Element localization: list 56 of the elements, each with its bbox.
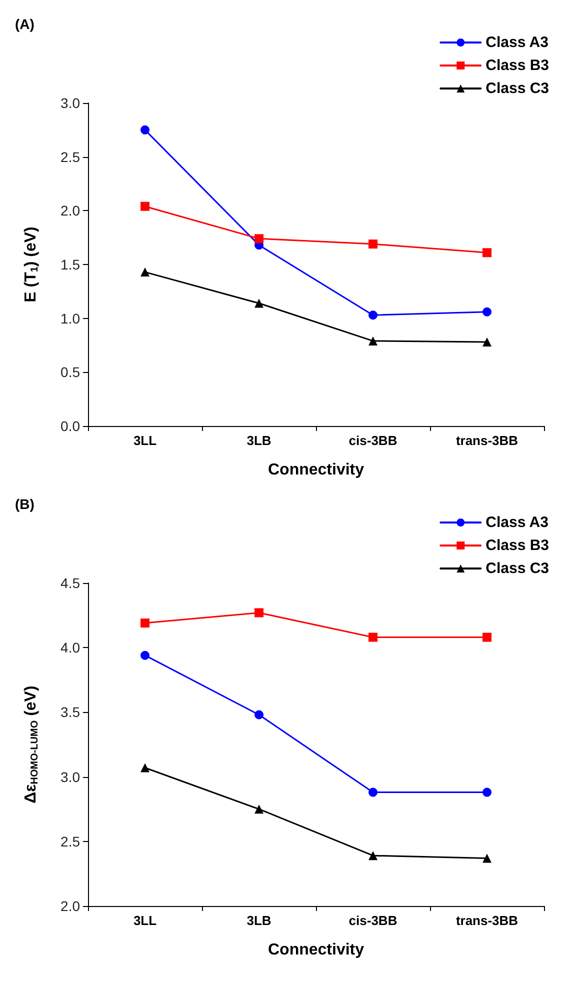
- chart-title: (A): [15, 16, 34, 32]
- x-tick-label: 3LB: [246, 913, 272, 928]
- point: [140, 125, 150, 134]
- x-tick-label: 3LL: [133, 913, 157, 928]
- y-tick-label: 1.5: [60, 256, 80, 272]
- legend-label: Class B3: [486, 57, 550, 74]
- legend-label: Class C3: [486, 80, 550, 97]
- point: [254, 804, 264, 814]
- y-tick-label: 4.5: [60, 575, 80, 591]
- point: [254, 608, 264, 618]
- point: [140, 763, 150, 772]
- y-tick-label: 1.0: [60, 310, 80, 326]
- point: [254, 234, 264, 244]
- legend-label: Class A3: [486, 514, 548, 531]
- point: [368, 336, 378, 346]
- point: [368, 632, 378, 642]
- y-tick-label: 2.0: [60, 898, 80, 914]
- point: [482, 788, 492, 797]
- y-axis-title: ΔεHOMO-LUMO (eV): [22, 686, 40, 804]
- point: [254, 298, 264, 308]
- legend-label: Class A3: [486, 34, 548, 51]
- y-axis-title: E (T1) (eV): [22, 226, 40, 302]
- point: [140, 268, 150, 277]
- x-tick-label: trans-3BB: [456, 433, 518, 448]
- y-tick-label: 2.0: [60, 202, 80, 219]
- y-tick-label: 3.0: [60, 95, 80, 111]
- point: [140, 202, 150, 211]
- x-tick-label: 3LL: [133, 433, 157, 448]
- y-tick-label: 3.5: [60, 704, 80, 720]
- point: [368, 240, 378, 249]
- point: [140, 650, 150, 660]
- point: [482, 338, 492, 347]
- point: [368, 310, 378, 320]
- point: [254, 710, 264, 720]
- x-axis-title: Connectivity: [268, 942, 364, 958]
- point: [368, 851, 378, 860]
- legend-label: Class C3: [486, 560, 550, 577]
- y-tick-label: 0.5: [60, 364, 80, 380]
- y-tick-label: 2.5: [60, 148, 80, 165]
- x-tick-label: cis-3BB: [348, 913, 398, 928]
- y-tick-label: 4.0: [60, 640, 80, 656]
- y-tick-label: 3.0: [60, 768, 80, 785]
- point: [482, 632, 492, 642]
- x-tick-label: 3LB: [246, 433, 272, 448]
- point: [140, 618, 150, 628]
- point: [482, 248, 492, 258]
- legend-label: Class B3: [486, 537, 550, 554]
- y-tick-label: 2.5: [60, 833, 80, 850]
- chart-title: (B): [15, 496, 34, 512]
- point: [482, 307, 492, 316]
- y-tick-label: 0.0: [60, 418, 80, 434]
- x-tick-label: cis-3BB: [348, 433, 398, 448]
- point: [482, 854, 492, 863]
- x-tick-label: trans-3BB: [456, 913, 518, 928]
- x-axis-title: Connectivity: [268, 462, 364, 478]
- point: [368, 788, 378, 797]
